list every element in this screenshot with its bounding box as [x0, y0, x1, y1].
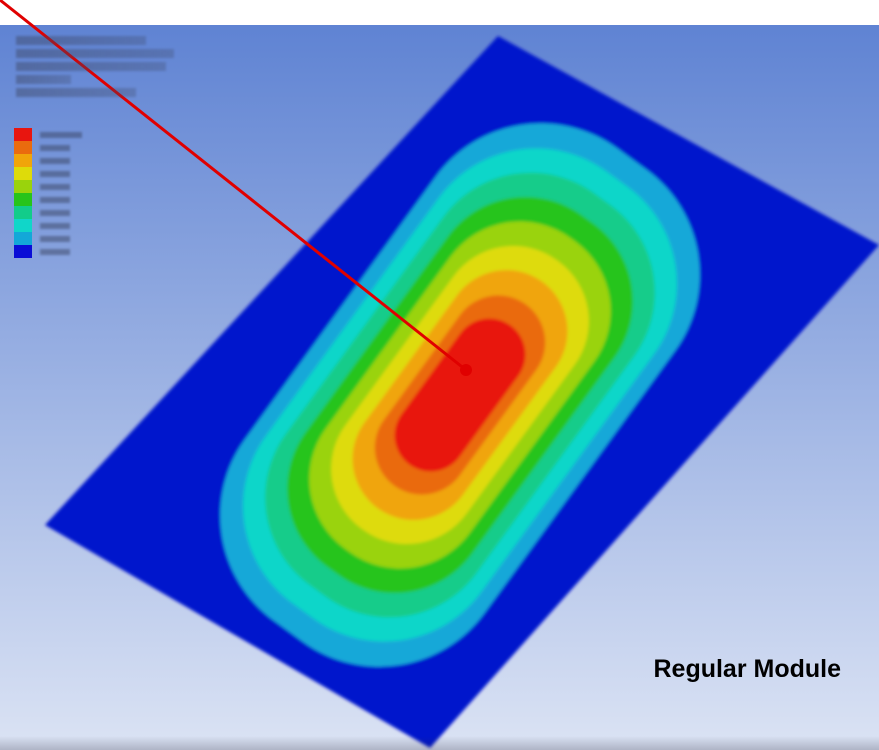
info-line: [16, 49, 174, 58]
legend-entry: [14, 219, 82, 232]
legend-value: [40, 144, 70, 151]
legend-swatch: [14, 141, 32, 154]
contour-band: [394, 318, 526, 472]
legend-value: [40, 235, 70, 242]
viewport-bottom-edge: [0, 736, 879, 750]
legend-entry: [14, 206, 82, 219]
legend-value: [40, 131, 82, 138]
legend-entry: [14, 245, 82, 258]
info-line: [16, 75, 71, 84]
legend-value: [40, 196, 70, 203]
contour-legend: [14, 128, 82, 258]
result-info-block: [16, 36, 191, 101]
legend-swatch: [14, 232, 32, 245]
annotation-point-marker[interactable]: [460, 364, 472, 376]
info-line: [16, 36, 146, 45]
annotation-leader-line: [0, 0, 467, 372]
legend-entry: [14, 232, 82, 245]
legend-entry: [14, 154, 82, 167]
legend-value: [40, 170, 70, 177]
legend-value: [40, 157, 70, 164]
legend-swatch: [14, 206, 32, 219]
legend-swatch: [14, 180, 32, 193]
legend-swatch: [14, 167, 32, 180]
legend-swatch: [14, 154, 32, 167]
legend-entry: [14, 128, 82, 141]
legend-value: [40, 248, 70, 255]
legend-entry: [14, 141, 82, 154]
legend-value: [40, 183, 70, 190]
info-line: [16, 88, 136, 97]
legend-swatch: [14, 193, 32, 206]
legend-value: [40, 222, 70, 229]
legend-entry: [14, 167, 82, 180]
legend-entry: [14, 180, 82, 193]
module-label: Regular Module: [653, 655, 841, 683]
legend-swatch: [14, 219, 32, 232]
legend-swatch: [14, 245, 32, 258]
legend-entry: [14, 193, 82, 206]
legend-swatch: [14, 128, 32, 141]
legend-value: [40, 209, 70, 216]
info-line: [16, 62, 166, 71]
